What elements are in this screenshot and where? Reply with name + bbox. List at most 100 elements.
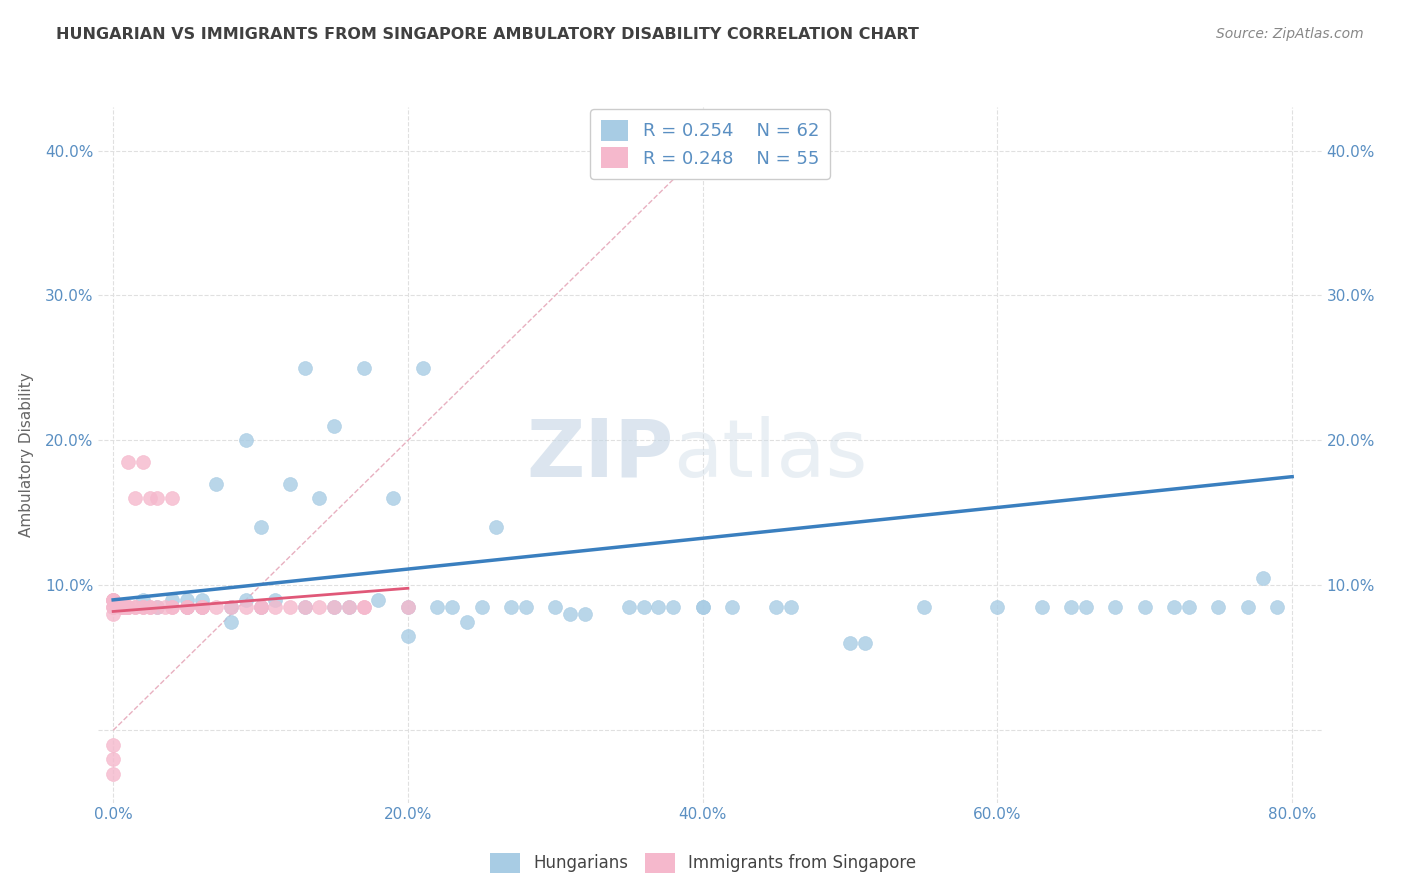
Legend: R = 0.254    N = 62, R = 0.248    N = 55: R = 0.254 N = 62, R = 0.248 N = 55	[591, 109, 830, 178]
Point	[426, 600, 449, 615]
Point	[160, 600, 183, 615]
Point	[1267, 600, 1289, 615]
Legend: Hungarians, Immigrants from Singapore: Hungarians, Immigrants from Singapore	[484, 847, 922, 880]
Point	[367, 592, 389, 607]
Point	[396, 600, 419, 615]
Point	[1074, 600, 1097, 615]
Point	[337, 600, 360, 615]
Point	[353, 361, 375, 376]
Point	[124, 491, 146, 506]
Point	[308, 600, 330, 615]
Point	[721, 600, 744, 615]
Point	[219, 615, 242, 629]
Text: 0.0%: 0.0%	[94, 807, 132, 822]
Point	[205, 476, 228, 491]
Point	[101, 600, 124, 615]
Point	[124, 600, 146, 615]
Point	[112, 600, 135, 615]
Point	[124, 600, 146, 615]
Point	[235, 592, 257, 607]
Point	[456, 615, 478, 629]
Point	[110, 600, 132, 615]
Point	[264, 600, 287, 615]
Y-axis label: Ambulatory Disability: Ambulatory Disability	[18, 373, 34, 537]
Point	[558, 607, 581, 622]
Point	[544, 600, 567, 615]
Point	[692, 600, 714, 615]
Point	[765, 600, 787, 615]
Point	[617, 600, 640, 615]
Point	[235, 434, 257, 448]
Point	[337, 600, 360, 615]
Point	[117, 600, 139, 615]
Point	[160, 600, 183, 615]
Point	[396, 629, 419, 643]
Point	[396, 600, 419, 615]
Point	[662, 600, 685, 615]
Point	[294, 361, 316, 376]
Point	[176, 600, 198, 615]
Text: 60.0%: 60.0%	[973, 807, 1022, 822]
Point	[101, 738, 124, 752]
Point	[146, 600, 169, 615]
Point	[153, 600, 176, 615]
Point	[278, 476, 301, 491]
Point	[101, 592, 124, 607]
Point	[1163, 600, 1185, 615]
Point	[692, 600, 714, 615]
Point	[160, 592, 183, 607]
Point	[264, 592, 287, 607]
Point	[176, 600, 198, 615]
Point	[853, 636, 876, 650]
Point	[131, 600, 153, 615]
Point	[574, 607, 596, 622]
Point	[1133, 600, 1156, 615]
Point	[117, 600, 139, 615]
Text: 40.0%: 40.0%	[679, 807, 727, 822]
Point	[131, 455, 153, 469]
Point	[839, 636, 862, 650]
Point	[101, 600, 124, 615]
Point	[219, 600, 242, 615]
Point	[101, 607, 124, 622]
Point	[160, 491, 183, 506]
Point	[190, 600, 212, 615]
Point	[249, 520, 271, 534]
Point	[294, 600, 316, 615]
Point	[1060, 600, 1083, 615]
Point	[1208, 600, 1230, 615]
Point	[190, 592, 212, 607]
Point	[219, 600, 242, 615]
Point	[112, 600, 135, 615]
Point	[1104, 600, 1126, 615]
Point	[139, 491, 162, 506]
Point	[117, 600, 139, 615]
Point	[114, 600, 136, 615]
Point	[146, 491, 169, 506]
Point	[249, 600, 271, 615]
Text: 80.0%: 80.0%	[1268, 807, 1316, 822]
Point	[323, 419, 346, 434]
Point	[101, 592, 124, 607]
Point	[647, 600, 669, 615]
Text: 20.0%: 20.0%	[384, 807, 432, 822]
Text: ZIP: ZIP	[526, 416, 673, 494]
Point	[353, 600, 375, 615]
Point	[323, 600, 346, 615]
Point	[101, 766, 124, 781]
Point	[131, 600, 153, 615]
Point	[117, 455, 139, 469]
Point	[139, 600, 162, 615]
Point	[139, 600, 162, 615]
Point	[278, 600, 301, 615]
Point	[190, 600, 212, 615]
Point	[1237, 600, 1260, 615]
Point	[353, 600, 375, 615]
Point	[515, 600, 537, 615]
Point	[249, 600, 271, 615]
Point	[912, 600, 935, 615]
Point	[205, 600, 228, 615]
Point	[117, 600, 139, 615]
Point	[190, 600, 212, 615]
Point	[294, 600, 316, 615]
